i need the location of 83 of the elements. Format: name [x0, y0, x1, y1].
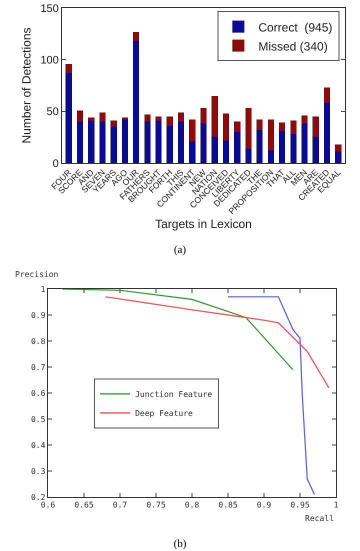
bar — [279, 122, 286, 131]
bar — [76, 110, 84, 122]
bar — [301, 115, 308, 124]
bar — [290, 120, 296, 134]
bar — [155, 120, 162, 163]
legend-label: Deep Feature — [135, 409, 194, 418]
bar — [99, 112, 106, 122]
legend-label: Correct (945) — [258, 20, 332, 34]
bar — [178, 122, 184, 163]
bar — [256, 120, 263, 130]
bar — [200, 124, 207, 163]
x-tick-label: 0.95 — [290, 500, 310, 510]
y-tick-label: 0.7 — [30, 362, 46, 372]
text: (b) — [172, 537, 188, 551]
bar — [212, 137, 218, 163]
bar — [212, 96, 218, 138]
x-tick-label: 0.65 — [74, 500, 94, 510]
line-series — [227, 296, 315, 495]
y-axis-title: Precision — [15, 270, 59, 279]
y-tick-label: 0 — [52, 158, 59, 170]
bar — [200, 108, 207, 124]
bar — [144, 114, 150, 122]
x-axis-title: Recall — [305, 514, 334, 523]
x-tick-label: 0.7 — [112, 500, 128, 510]
bar — [312, 137, 319, 163]
bar — [88, 120, 94, 163]
bar — [312, 116, 319, 138]
x-axis-title: Targets in Lexicon — [155, 217, 252, 232]
bar — [245, 148, 252, 163]
y-axis-title: Number of Detections — [20, 27, 34, 144]
y-tick-label: 0.4 — [30, 440, 46, 450]
bar — [234, 122, 240, 132]
bar — [133, 32, 140, 42]
y-tick-label: 0.6 — [30, 388, 46, 398]
bar — [222, 140, 230, 163]
y-tick-label: 100 — [40, 54, 59, 67]
bar — [324, 103, 330, 163]
bar — [66, 73, 72, 163]
x-tick-label: 0.9 — [256, 500, 272, 510]
x-tick-label: 0.75 — [146, 500, 166, 510]
bar — [234, 132, 240, 163]
line-series — [105, 296, 330, 388]
y-tick-label: 0.8 — [30, 336, 46, 346]
bar — [335, 152, 342, 163]
bar — [222, 113, 230, 140]
bar — [110, 126, 117, 163]
y-tick-label: 1 — [40, 284, 46, 294]
bar — [290, 134, 296, 163]
x-tick-label: 1 — [334, 500, 339, 510]
bar — [189, 141, 196, 163]
bar — [166, 126, 173, 163]
bar — [324, 88, 330, 104]
bar — [99, 122, 106, 163]
bar — [144, 122, 150, 163]
bar — [279, 130, 286, 163]
bar — [76, 122, 84, 163]
bar — [245, 108, 252, 149]
line-series — [62, 289, 294, 370]
y-tick-label: 50 — [46, 106, 59, 118]
bar — [66, 64, 72, 74]
x-tick-label: 0.85 — [218, 500, 238, 510]
bar — [268, 150, 274, 163]
bar — [335, 144, 342, 152]
bar — [155, 116, 162, 121]
bar — [178, 112, 184, 122]
y-tick-label: 0.5 — [30, 414, 46, 424]
y-tick-label: 150 — [40, 2, 59, 15]
bar — [88, 118, 94, 121]
bar — [133, 41, 140, 163]
legend-label: Missed (340) — [258, 39, 328, 54]
text: (a) — [172, 243, 188, 257]
bar — [189, 120, 196, 142]
bar — [166, 116, 173, 126]
bar — [122, 120, 128, 163]
x-tick-label: 0.8 — [184, 500, 200, 510]
y-tick-label: 0.2 — [30, 492, 46, 502]
bar — [110, 120, 117, 127]
bar — [256, 130, 263, 163]
bar — [301, 124, 308, 163]
bar — [268, 120, 274, 151]
y-tick-label: 0.9 — [30, 310, 46, 320]
legend-label: Junction Feature — [135, 390, 212, 400]
y-tick-label: 0.3 — [30, 466, 46, 476]
